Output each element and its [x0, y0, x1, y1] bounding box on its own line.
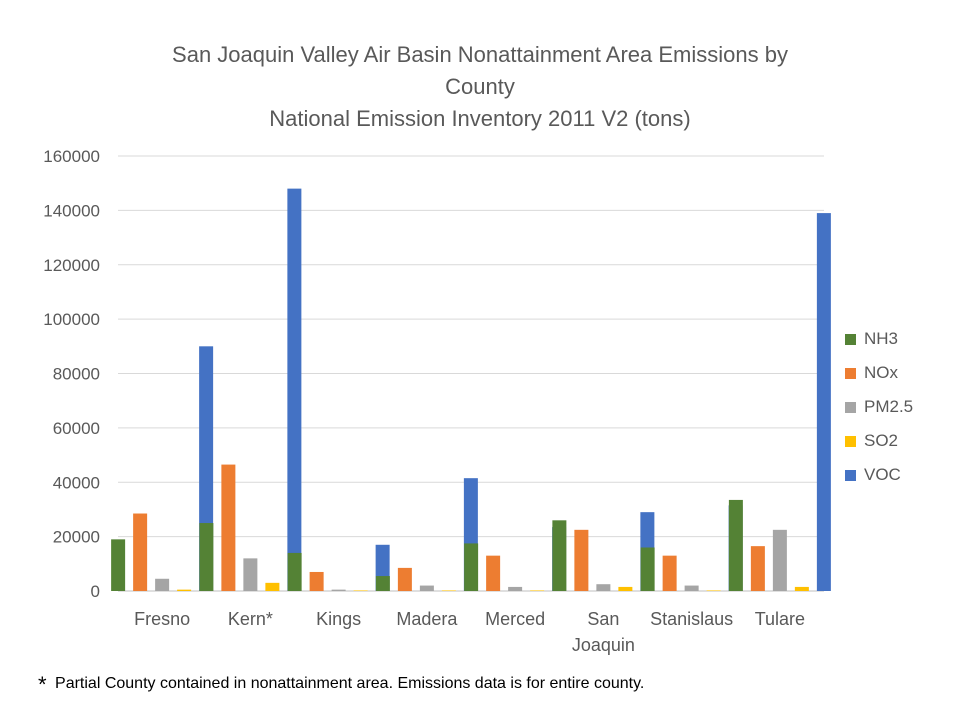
legend-item-nox: NOx: [845, 356, 913, 390]
bar-nox-5: [574, 529, 589, 591]
x-tick-label: Joaquin: [572, 635, 635, 655]
x-tick-label: Madera: [396, 609, 458, 629]
y-tick-label: 140000: [43, 201, 100, 220]
legend-swatch: [845, 469, 856, 481]
y-tick-label: 0: [91, 582, 100, 601]
bar-nh3-5: [552, 520, 567, 591]
bar-so2-4: [530, 590, 545, 591]
x-tick-label: San: [587, 609, 619, 629]
x-tick-label: Merced: [485, 609, 545, 629]
legend-swatch: [845, 401, 856, 413]
legend-label: SO2: [864, 431, 899, 450]
legend-swatch: [845, 367, 856, 379]
legend-item-voc: VOC: [845, 458, 913, 492]
footnote: * Partial County contained in nonattainm…: [38, 672, 644, 698]
y-tick-label: 120000: [43, 256, 100, 275]
footnote-marker: *: [38, 672, 47, 697]
bar-nh3-7: [728, 499, 743, 591]
legend-item-so2: SO2: [845, 424, 913, 458]
legend-label: NH3: [864, 329, 899, 348]
footnote-text: Partial County contained in nonattainmen…: [55, 675, 645, 692]
legend-label: NOx: [864, 363, 898, 382]
bar-pm25-5: [596, 584, 611, 591]
bar-so2-3: [441, 590, 456, 591]
bar-nox-7: [750, 546, 765, 591]
legend-item-nh3: NH3: [845, 322, 913, 356]
y-tick-label: 20000: [53, 528, 100, 547]
bar-voc-1: [287, 188, 302, 591]
chart-title-line-1: San Joaquin Valley Air Basin Nonattainme…: [172, 42, 788, 67]
bar-nh3-1: [199, 523, 214, 591]
x-tick-label: Kern*: [228, 609, 273, 629]
bar-nox-2: [309, 571, 324, 591]
bar-so2-1: [265, 582, 280, 591]
bar-nox-3: [397, 567, 412, 591]
bar-nh3-6: [640, 547, 655, 591]
bar-so2-6: [706, 590, 721, 591]
chart-title-line-2: County: [445, 74, 515, 99]
bar-pm25-3: [419, 585, 434, 591]
x-tick-label: Fresno: [134, 609, 190, 629]
y-tick-label: 160000: [43, 147, 100, 166]
bar-nh3-3: [375, 576, 390, 591]
bar-nh3-2: [287, 552, 302, 591]
y-tick-label: 40000: [53, 473, 100, 492]
legend-swatch: [845, 435, 856, 447]
bar-pm25-0: [155, 578, 170, 591]
legend-item-pm25: PM2.5: [845, 390, 913, 424]
y-tick-label: 60000: [53, 419, 100, 438]
bar-nox-6: [662, 555, 677, 591]
bar-so2-7: [794, 586, 809, 591]
bar-so2-5: [618, 586, 633, 591]
y-tick-label: 80000: [53, 365, 100, 384]
bar-pm25-7: [772, 529, 787, 591]
bar-pm25-2: [331, 589, 346, 591]
chart-subtitle: National Emission Inventory 2011 V2 (ton…: [269, 106, 691, 131]
bar-nh3-0: [111, 539, 126, 591]
legend-swatch: [845, 333, 856, 345]
legend: NH3 NOx PM2.5 SO2 VOC: [845, 322, 913, 492]
legend-label: VOC: [864, 465, 901, 484]
bar-voc-7: [816, 213, 831, 591]
y-tick-label: 100000: [43, 310, 100, 329]
x-tick-label: Kings: [316, 609, 361, 629]
bar-so2-0: [177, 589, 192, 591]
bar-nox-0: [133, 513, 148, 591]
bar-pm25-6: [684, 585, 699, 591]
x-tick-label: Tulare: [755, 609, 805, 629]
bar-pm25-4: [508, 586, 523, 591]
bar-nox-1: [221, 464, 236, 591]
legend-label: PM2.5: [864, 397, 914, 416]
bar-pm25-1: [243, 558, 258, 591]
x-tick-label: Stanislaus: [650, 609, 733, 629]
bar-nh3-4: [464, 543, 479, 591]
bar-nox-4: [486, 555, 501, 591]
bar-so2-2: [353, 590, 368, 591]
